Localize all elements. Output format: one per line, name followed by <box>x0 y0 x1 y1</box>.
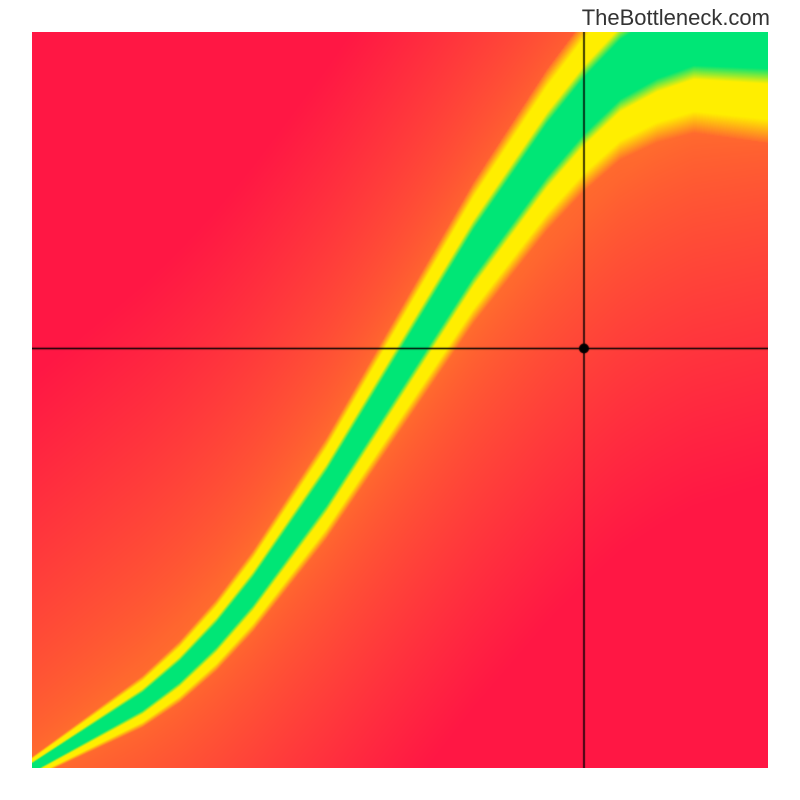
watermark-text: TheBottleneck.com <box>582 5 770 31</box>
plot-area <box>32 32 768 768</box>
chart-container: TheBottleneck.com <box>0 0 800 800</box>
heatmap-canvas <box>32 32 768 768</box>
